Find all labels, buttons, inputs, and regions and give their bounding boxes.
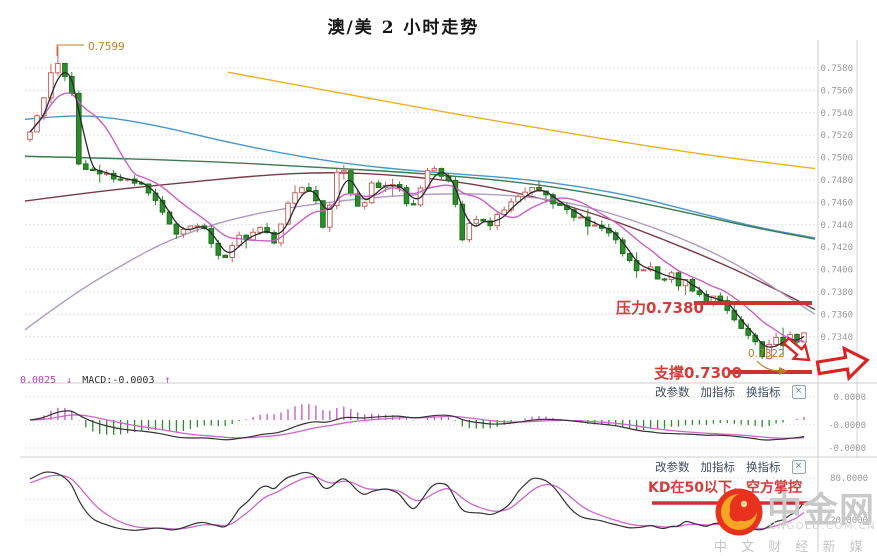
kd-panel-plot <box>29 471 805 531</box>
add-indicator-link[interactable]: 加指标 <box>700 385 736 399</box>
svg-text:0.7520: 0.7520 <box>820 131 853 141</box>
kd-note-label: KD在50以下，空方掌控 <box>648 480 802 496</box>
cngold-logo-icon <box>715 488 763 536</box>
down-arrow-icon: ↓ <box>66 375 73 386</box>
page-title: 澳/美 2 小时走势 <box>327 18 480 38</box>
svg-text:0.7540: 0.7540 <box>820 109 853 119</box>
svg-text:0.7360: 0.7360 <box>820 310 853 320</box>
macd-panel-plot <box>29 404 805 441</box>
macd-value: MACD:-0.0003 <box>82 375 155 386</box>
svg-text:-0.0000: -0.0000 <box>828 421 866 431</box>
svg-text:0.7440: 0.7440 <box>820 221 853 231</box>
svg-text:20.0000: 20.0000 <box>830 516 868 526</box>
up-arrow-icon: ↑ <box>164 375 171 386</box>
dif-value: 0.0025 <box>20 375 57 386</box>
grid-lines: 0.7580 0.7560 0.7540 0.7520 0.7500 0.7480 0.74… <box>20 40 877 552</box>
watermark-tagline: 中 文 财 经 新 媒 体 <box>714 540 877 555</box>
support-label: 支撑0.7300 <box>654 364 742 382</box>
svg-text:0.7420: 0.7420 <box>820 243 853 253</box>
svg-text:0.7480: 0.7480 <box>820 176 853 186</box>
watermark-brand: 中金网 <box>767 491 876 531</box>
svg-text:0.0000: 0.0000 <box>833 393 866 403</box>
svg-text:80.0000: 80.0000 <box>830 474 868 484</box>
svg-text:0.7560: 0.7560 <box>820 86 853 96</box>
fast-moving-averages <box>29 71 805 348</box>
switch-indicator-link[interactable]: 换指标 <box>746 460 781 474</box>
close-indicator-button[interactable]: × <box>791 385 806 399</box>
change-params-link[interactable]: 改参数 <box>655 385 690 399</box>
low-price-label: 0.7322 <box>748 348 785 360</box>
svg-text:0.7380: 0.7380 <box>820 288 853 298</box>
svg-text:0.7580: 0.7580 <box>820 64 853 74</box>
svg-text:0.7500: 0.7500 <box>820 154 853 164</box>
resistance-label: 压力0.7380 <box>616 299 704 317</box>
svg-text:0.7400: 0.7400 <box>820 266 853 276</box>
change-params-link[interactable]: 改参数 <box>655 460 690 474</box>
svg-text:0.7460: 0.7460 <box>820 198 853 208</box>
macd-header: 0.0025 ↓ MACD:-0.0003 ↑ <box>20 375 175 386</box>
svg-text:0.7340: 0.7340 <box>820 333 853 343</box>
watermark-domain: CNGOLD.COM.CN <box>769 521 877 532</box>
kd-panel-toolbar: 改参数 加指标 换指标 × <box>655 459 815 475</box>
macd-panel-toolbar: 改参数 加指标 换指标 × <box>655 384 815 400</box>
switch-indicator-link[interactable]: 换指标 <box>746 385 781 399</box>
peak-price-label: 0.7599 <box>88 41 125 53</box>
close-indicator-button[interactable]: × <box>791 460 806 474</box>
annotation-shapes <box>56 44 870 505</box>
svg-text:-0.0000: -0.0000 <box>828 444 866 454</box>
add-indicator-link[interactable]: 加指标 <box>700 460 736 474</box>
